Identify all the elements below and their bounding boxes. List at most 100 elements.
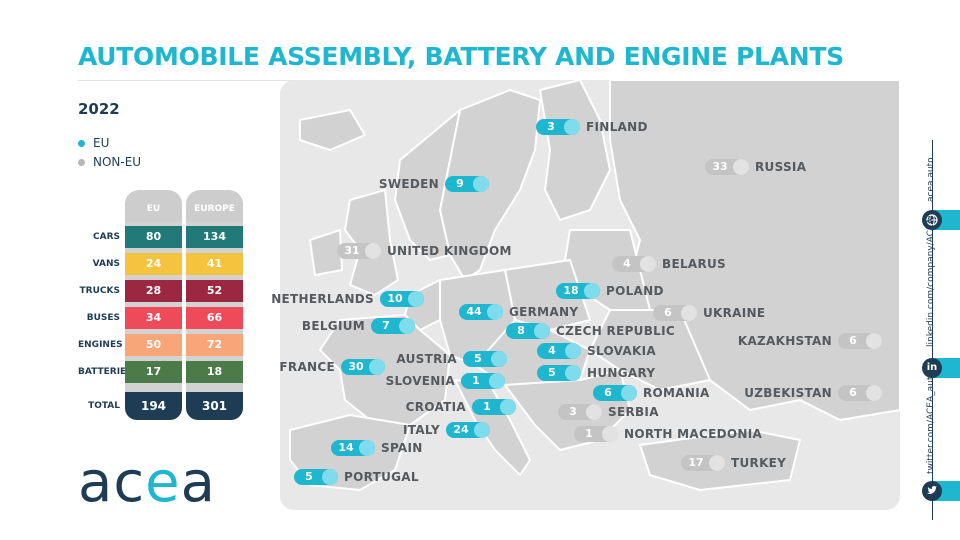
country-plant-count: 33: [712, 160, 728, 173]
pill-knob: [359, 440, 375, 456]
country-plant-count: 31: [344, 244, 360, 257]
twitter-address[interactable]: twitter.com/ACEA_auto: [926, 371, 936, 474]
country-pill: 6: [838, 385, 882, 401]
benelux-region: [404, 279, 441, 331]
country-pill: 6: [593, 385, 637, 401]
pill-knob: [408, 291, 424, 307]
table-cell-europe: 18: [186, 361, 243, 383]
table-row-label: ENGINES: [78, 340, 123, 350]
pill-knob: [586, 404, 602, 420]
country-plant-count: 5: [305, 470, 313, 483]
country-pill: 3: [558, 404, 602, 420]
pill-knob: [640, 256, 656, 272]
country-plant-count: 30: [348, 360, 364, 373]
pill-knob: [565, 365, 581, 381]
table-total-label: TOTAL: [88, 401, 120, 411]
pill-knob: [866, 333, 882, 349]
country-plant-count: 10: [387, 292, 403, 305]
legend-non-eu-label: NON-EU: [93, 155, 142, 169]
country-plant-count: 1: [483, 400, 491, 413]
pill-knob: [866, 385, 882, 401]
legend-eu: EU: [78, 136, 109, 150]
country-name: GERMANY: [509, 305, 579, 319]
country-plant-count: 6: [849, 334, 857, 347]
uk-region: [344, 189, 399, 296]
pill-knob: [534, 323, 550, 339]
country-pill: 1: [574, 426, 618, 442]
country-name: TURKEY: [731, 456, 787, 470]
country-name: UKRAINE: [703, 306, 766, 320]
country-name: FINLAND: [586, 120, 648, 134]
country-pill: 4: [537, 343, 581, 359]
twitter-icon[interactable]: [922, 481, 942, 501]
country-pill: 8: [506, 323, 550, 339]
country-pill: 33: [705, 159, 749, 175]
pill-knob: [399, 318, 415, 334]
table-cell-eu: 17: [125, 361, 182, 383]
country-pill: 10: [380, 291, 424, 307]
legend-non-eu: NON-EU: [78, 155, 141, 169]
finland-region: [539, 80, 611, 221]
country-pill: 44: [459, 304, 503, 320]
country-pill: 30: [341, 359, 385, 375]
iceland-region: [299, 109, 366, 151]
country-pill: 3: [536, 119, 580, 135]
country-name: AUSTRIA: [396, 352, 457, 366]
country-pill: 5: [294, 469, 338, 485]
country-name: SPAIN: [381, 441, 423, 455]
pill-knob: [733, 159, 749, 175]
country-plant-count: 44: [466, 305, 482, 318]
country-pill: 9: [445, 176, 489, 192]
pill-knob: [369, 359, 385, 375]
logo-text-end: a: [180, 450, 216, 515]
pill-knob: [500, 399, 516, 415]
country-plant-count: 6: [849, 386, 857, 399]
country-plant-count: 1: [585, 427, 593, 440]
social-divider: [932, 140, 933, 520]
year-label: 2022: [78, 100, 120, 118]
legend-non-eu-dot: [78, 158, 85, 166]
page-title: AUTOMOBILE ASSEMBLY, BATTERY AND ENGINE …: [78, 42, 844, 71]
country-pill: 5: [537, 365, 581, 381]
country-name: ITALY: [403, 423, 440, 437]
norway-region: [394, 109, 461, 261]
table-row-label: VANS: [92, 259, 120, 269]
table-cell-eu: 28: [125, 280, 182, 302]
pill-knob: [602, 426, 618, 442]
country-pill: 7: [371, 318, 415, 334]
table-header-europe: EUROPE: [186, 190, 243, 222]
table-row-label: BUSES: [86, 313, 120, 323]
country-name: UNITED KINGDOM: [387, 244, 512, 258]
table-cell-eu: 50: [125, 334, 182, 356]
country-name: RUSSIA: [755, 160, 807, 174]
country-plant-count: 3: [569, 405, 577, 418]
country-name: FRANCE: [279, 360, 335, 374]
linkedin-icon[interactable]: in: [922, 358, 942, 378]
country-plant-count: 9: [456, 177, 464, 190]
pill-knob: [584, 283, 600, 299]
country-plant-count: 3: [547, 120, 555, 133]
table-total-eu: 194: [125, 392, 182, 420]
table-header-eu: EU: [125, 190, 182, 222]
table-cell-europe: 72: [186, 334, 243, 356]
country-name: PORTUGAL: [344, 470, 419, 484]
country-plant-count: 1: [472, 374, 480, 387]
country-plant-count: 5: [474, 352, 482, 365]
country-pill: 6: [838, 333, 882, 349]
globe-icon[interactable]: [922, 210, 942, 230]
country-name: SLOVENIA: [385, 374, 455, 388]
pill-knob: [473, 176, 489, 192]
pill-knob: [489, 373, 505, 389]
table-cell-eu: 24: [125, 253, 182, 275]
country-name: POLAND: [606, 284, 664, 298]
country-pill: 5: [463, 351, 507, 367]
linkedin-address[interactable]: linkedin.com/company/ACEA/: [926, 215, 936, 347]
country-pill: 1: [472, 399, 516, 415]
table-row-label: CARS: [93, 232, 120, 242]
web-address[interactable]: acea.auto: [926, 157, 936, 202]
country-pill: 6: [653, 305, 697, 321]
table-cell-europe: 134: [186, 226, 243, 248]
pill-knob: [322, 469, 338, 485]
table-cell-eu: 80: [125, 226, 182, 248]
pill-knob: [565, 343, 581, 359]
